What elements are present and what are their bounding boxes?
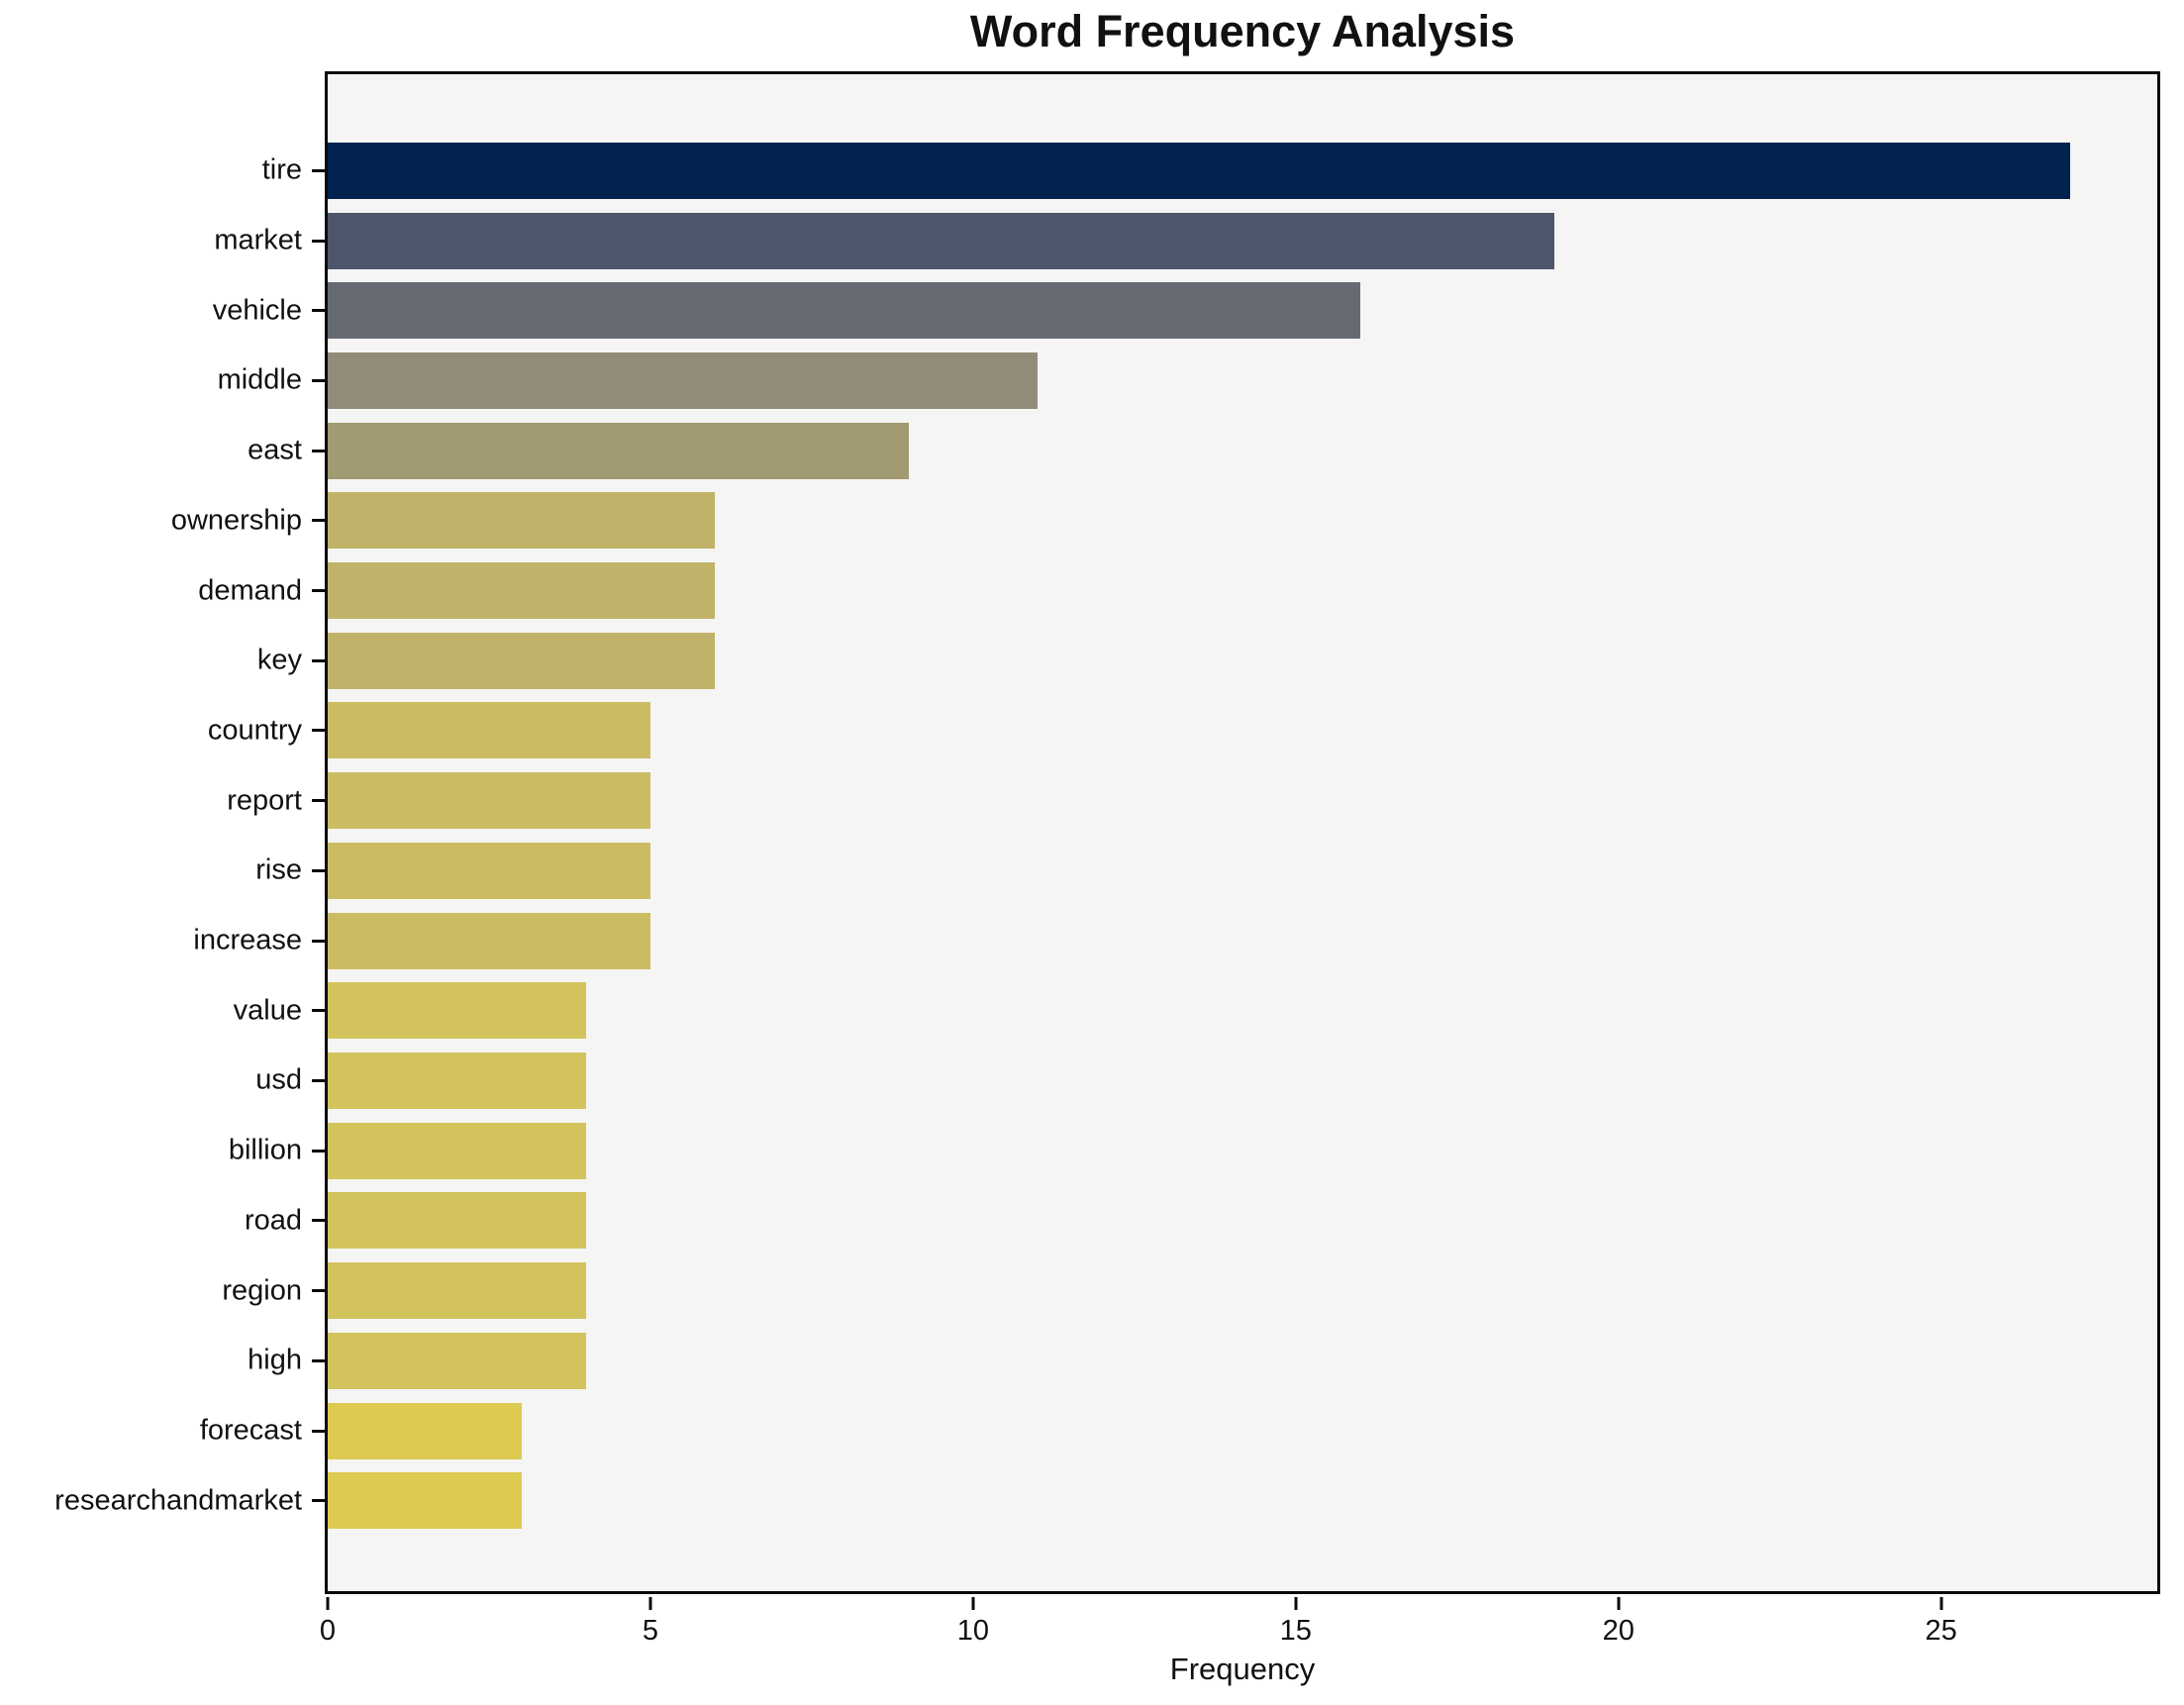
bar-row: road — [245, 1186, 2157, 1256]
x-tick-label: 0 — [319, 1615, 337, 1647]
bar — [328, 1402, 522, 1459]
y-tick-mark — [312, 868, 325, 872]
bar — [328, 1472, 522, 1530]
bar-row: demand — [198, 555, 2157, 626]
bar-row: increase — [193, 906, 2157, 976]
x-tick-mark — [326, 1597, 330, 1610]
bar-row: market — [214, 206, 2157, 276]
bar — [328, 142, 2070, 199]
bar — [328, 422, 909, 479]
bar — [328, 772, 650, 830]
bar-row: value — [234, 975, 2157, 1046]
y-tick-mark — [312, 1358, 325, 1362]
x-tick-mark — [1294, 1597, 1298, 1610]
y-tick-mark — [312, 1149, 325, 1153]
bar — [328, 1052, 586, 1109]
y-tick-label: country — [207, 714, 302, 747]
y-tick-label: usd — [255, 1063, 302, 1096]
x-tick-mark — [1617, 1597, 1621, 1610]
y-tick-mark — [312, 378, 325, 382]
bar-row: region — [222, 1255, 2157, 1326]
y-tick-label: forecast — [199, 1414, 302, 1447]
y-tick-label: high — [248, 1344, 302, 1376]
y-tick-label: rise — [255, 853, 302, 886]
x-tick-mark — [648, 1597, 652, 1610]
plot-area: tire market vehicle middle east ownership dema… — [54, 71, 2160, 1594]
bar-row: vehicle — [213, 275, 2157, 346]
bar-row: east — [248, 416, 2157, 486]
bar-row: researchandmarket — [54, 1465, 2157, 1536]
y-tick-label: increase — [193, 924, 302, 956]
y-tick-mark — [312, 449, 325, 452]
y-tick-label: region — [222, 1274, 302, 1307]
bar-row: country — [208, 696, 2157, 766]
bar — [328, 632, 716, 689]
bar — [328, 1332, 586, 1389]
chart-title: Word Frequency Analysis — [969, 6, 1516, 56]
y-tick-label: ownership — [170, 504, 302, 537]
bar — [328, 212, 1554, 269]
y-tick-label: report — [227, 784, 302, 817]
y-tick-label: middle — [217, 363, 302, 396]
x-tick-mark — [971, 1597, 975, 1610]
y-tick-mark — [312, 519, 325, 523]
y-tick-mark — [312, 939, 325, 943]
x-tick-label: 5 — [642, 1615, 658, 1647]
y-tick-label: east — [248, 434, 302, 466]
y-tick-mark — [312, 1429, 325, 1433]
bar — [328, 842, 650, 899]
y-tick-label: researchandmarket — [54, 1484, 302, 1517]
bar-row: key — [257, 626, 2157, 696]
x-tick-label: 25 — [1925, 1615, 1957, 1647]
y-tick-mark — [312, 1009, 325, 1013]
y-tick-mark — [312, 309, 325, 313]
y-tick-mark — [312, 1219, 325, 1223]
y-tick-mark — [312, 1289, 325, 1293]
bar-row: ownership — [171, 486, 2157, 556]
y-tick-label: demand — [198, 574, 302, 607]
bar-row: high — [248, 1326, 2157, 1396]
bar — [328, 1192, 586, 1250]
y-tick-mark — [312, 168, 325, 172]
y-tick-label: vehicle — [212, 294, 302, 327]
x-tick-mark — [1939, 1597, 1943, 1610]
bars: tire market vehicle middle east ownership dema… — [54, 136, 2157, 1536]
bar — [328, 982, 586, 1040]
x-tick-label: 10 — [956, 1615, 989, 1647]
y-tick-label: billion — [228, 1134, 302, 1166]
bar — [328, 702, 650, 759]
bar-row: billion — [229, 1116, 2157, 1186]
bar-row: forecast — [200, 1396, 2157, 1466]
y-tick-mark — [312, 589, 325, 593]
bar — [328, 282, 1360, 340]
x-axis-label: Frequency — [1169, 1652, 1316, 1686]
y-tick-label: key — [256, 644, 302, 676]
y-tick-mark — [312, 729, 325, 733]
bar-row: rise — [255, 836, 2157, 906]
bar-row: report — [227, 765, 2157, 836]
x-tick-label: 20 — [1602, 1615, 1635, 1647]
y-tick-mark — [312, 1078, 325, 1082]
y-tick-label: value — [233, 994, 302, 1027]
bar — [328, 1262, 586, 1320]
bar — [328, 1122, 586, 1179]
x-tick-label: 15 — [1279, 1615, 1312, 1647]
bar — [328, 351, 1039, 409]
bar — [328, 562, 716, 620]
bar-row: middle — [218, 346, 2157, 416]
bar-row: tire — [262, 136, 2157, 206]
bar — [328, 492, 716, 550]
bar — [328, 912, 650, 969]
y-tick-mark — [312, 658, 325, 662]
bar-row: usd — [255, 1046, 2157, 1116]
y-tick-label: road — [244, 1204, 302, 1237]
y-tick-mark — [312, 799, 325, 803]
y-tick-label: market — [214, 224, 302, 256]
y-tick-mark — [312, 1499, 325, 1503]
y-tick-mark — [312, 239, 325, 243]
y-tick-label: tire — [261, 153, 302, 186]
